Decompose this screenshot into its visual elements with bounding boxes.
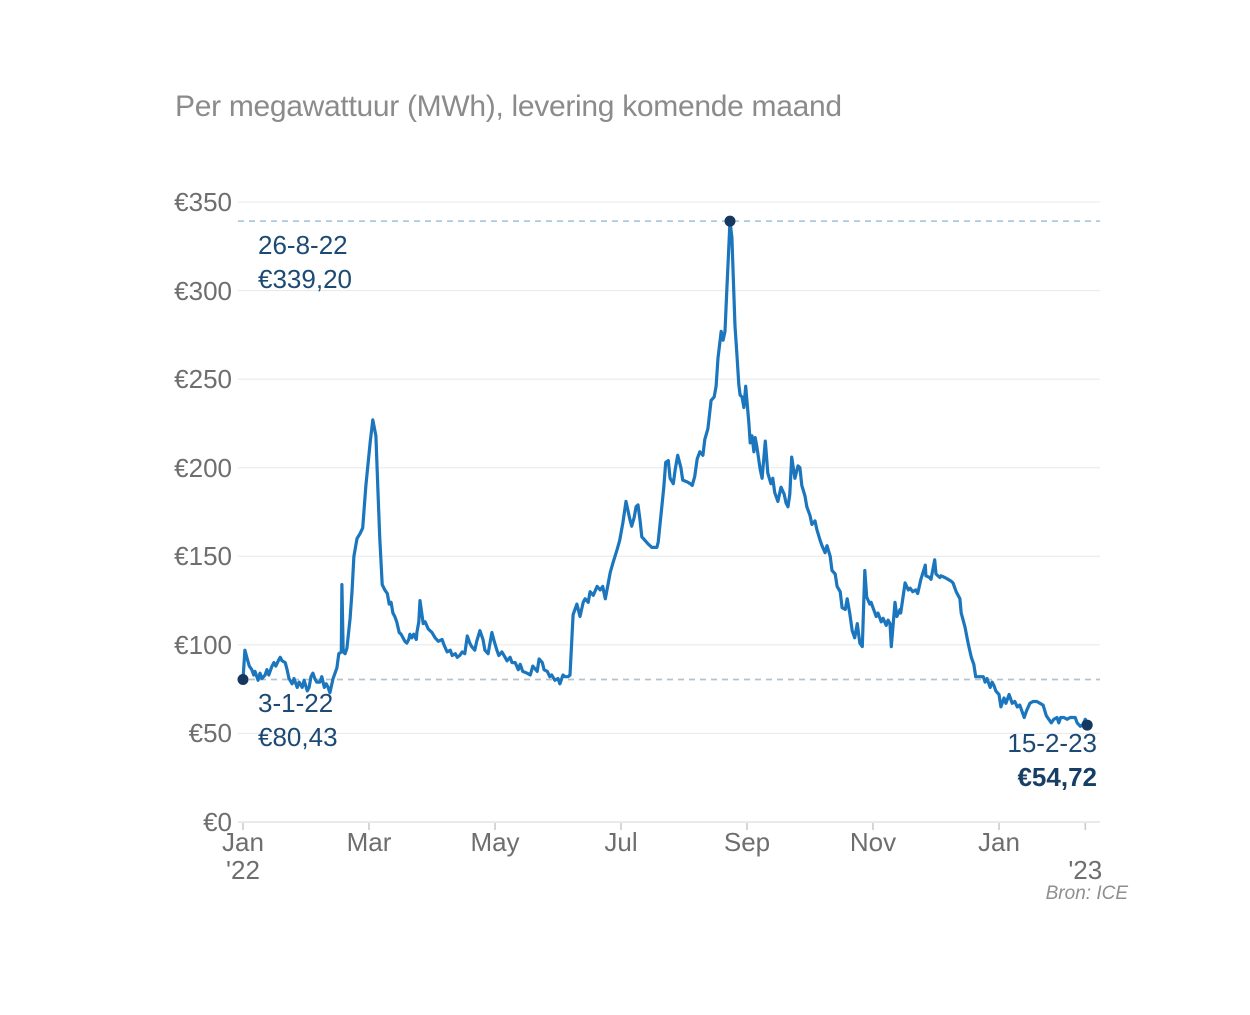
source-credit: Bron: ICE — [1045, 883, 1128, 904]
x-axis-label: Mar — [346, 827, 392, 857]
annotation-end: 15-2-23 €54,72 — [1007, 726, 1097, 794]
y-axis-label: €150 — [174, 541, 232, 572]
marker-dot — [1081, 719, 1093, 731]
annotation-end-value: €54,72 — [1017, 762, 1097, 792]
y-axis-label: €350 — [174, 187, 232, 217]
x-axis-label: May — [470, 827, 520, 857]
annotation-peak-value: €339,20 — [258, 264, 352, 294]
x-axis-year-label: '23 — [1068, 855, 1103, 885]
annotation-start: 3-1-22 €80,43 — [258, 686, 338, 754]
x-axis-label: Jul — [604, 827, 638, 857]
x-axis-label: Sep — [723, 827, 771, 857]
x-axis-label: Jan — [978, 827, 1020, 857]
y-axis-label: €300 — [174, 275, 232, 306]
y-axis-label: €250 — [174, 364, 232, 395]
x-axis-year-label: '22 — [226, 855, 260, 885]
y-axis-label: €100 — [174, 629, 232, 660]
annotation-start-value: €80,43 — [258, 722, 338, 752]
price-line — [241, 219, 1089, 728]
x-axis-label: Jan — [222, 827, 264, 857]
y-axis-label: €200 — [174, 452, 232, 483]
marker-dot — [724, 215, 736, 227]
y-axis-label: €0 — [203, 807, 232, 837]
annotation-peak-date: 26-8-22 — [258, 230, 348, 260]
chart-title: Per megawattuur (MWh), levering komende … — [175, 90, 842, 123]
y-axis-label: €50 — [188, 718, 232, 749]
x-axis-label: Nov — [849, 827, 897, 857]
annotation-end-date: 15-2-23 — [1007, 728, 1097, 758]
annotation-start-date: 3-1-22 — [258, 688, 334, 718]
marker-dot — [237, 674, 249, 686]
annotation-peak: 26-8-22 €339,20 — [258, 228, 352, 296]
